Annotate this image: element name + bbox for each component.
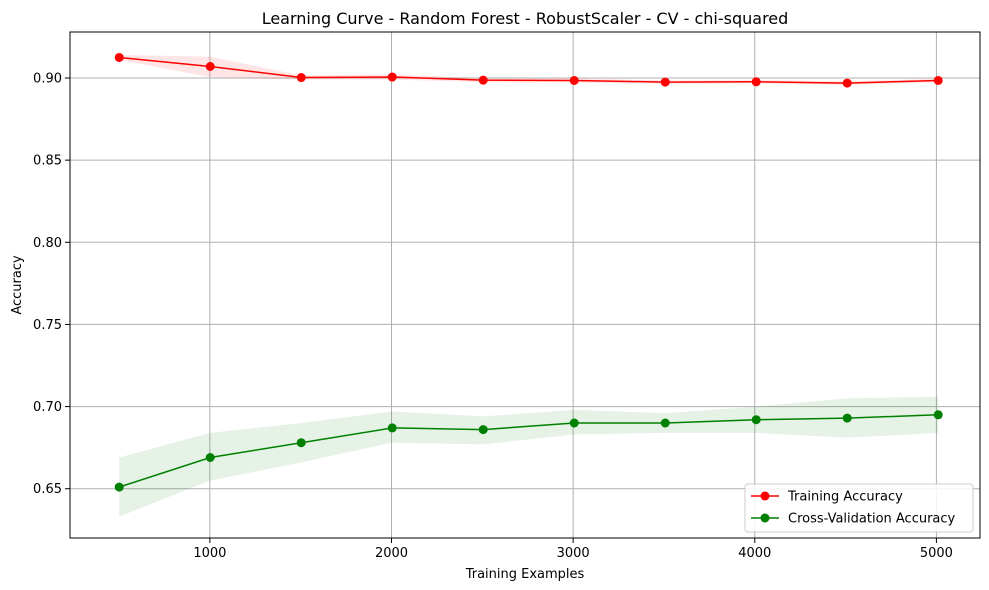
- data-point: [387, 72, 397, 82]
- data-point: [569, 418, 579, 428]
- series-line-0: [119, 56, 939, 84]
- legend-swatch-marker: [760, 513, 770, 523]
- plot-area-frame: [69, 31, 981, 539]
- legend: Training Accuracy Cross-Validation Accura…: [744, 483, 974, 533]
- data-point: [478, 75, 488, 85]
- x-tick-label: 4000: [738, 546, 771, 561]
- data-point: [933, 75, 943, 85]
- data-point: [751, 77, 761, 87]
- data-point: [387, 423, 397, 433]
- data-point: [205, 453, 215, 462]
- x-tick-label: 1000: [193, 546, 226, 561]
- data-point: [478, 425, 488, 435]
- data-point: [205, 62, 215, 71]
- axis-ticks: 1000 2000 3000 4000 5000 0.65 0.70 0.75 0.80 0.85…: [33, 72, 953, 562]
- data-point: [114, 482, 124, 492]
- x-tick-label: 5000: [920, 546, 953, 561]
- data-point: [569, 75, 579, 85]
- data-point: [933, 410, 943, 420]
- y-tick-label: 0.70: [33, 400, 62, 415]
- data-point: [114, 52, 124, 62]
- data-point: [842, 78, 852, 88]
- x-tick-label: 2000: [375, 546, 408, 561]
- series-line-1: [118, 414, 939, 488]
- data-point: [842, 413, 852, 423]
- data-point: [660, 77, 670, 87]
- legend-box: [744, 483, 974, 533]
- legend-swatch-marker: [760, 491, 770, 501]
- y-tick-label: 0.90: [33, 72, 62, 87]
- y-tick-label: 0.75: [33, 318, 62, 333]
- data-point: [751, 415, 761, 425]
- data-point: [296, 438, 306, 448]
- x-tick-label: 3000: [557, 546, 590, 561]
- data-point: [660, 418, 670, 428]
- legend-label: Cross-Validation Accuracy: [788, 512, 956, 527]
- confidence-bands: [119, 55, 939, 517]
- y-axis-label: Accuracy: [10, 255, 25, 315]
- grid: [70, 32, 980, 538]
- x-axis-label: Training Examples: [465, 567, 585, 582]
- data-point: [296, 73, 306, 83]
- confidence-band-1: [119, 396, 939, 517]
- y-tick-label: 0.80: [33, 236, 62, 251]
- legend-label: Training Accuracy: [787, 490, 903, 505]
- y-tick-label: 0.65: [33, 482, 62, 497]
- chart-title: Learning Curve - Random Forest - RobustS…: [262, 9, 789, 28]
- y-tick-label: 0.85: [33, 154, 62, 169]
- series-lines: [114, 52, 943, 492]
